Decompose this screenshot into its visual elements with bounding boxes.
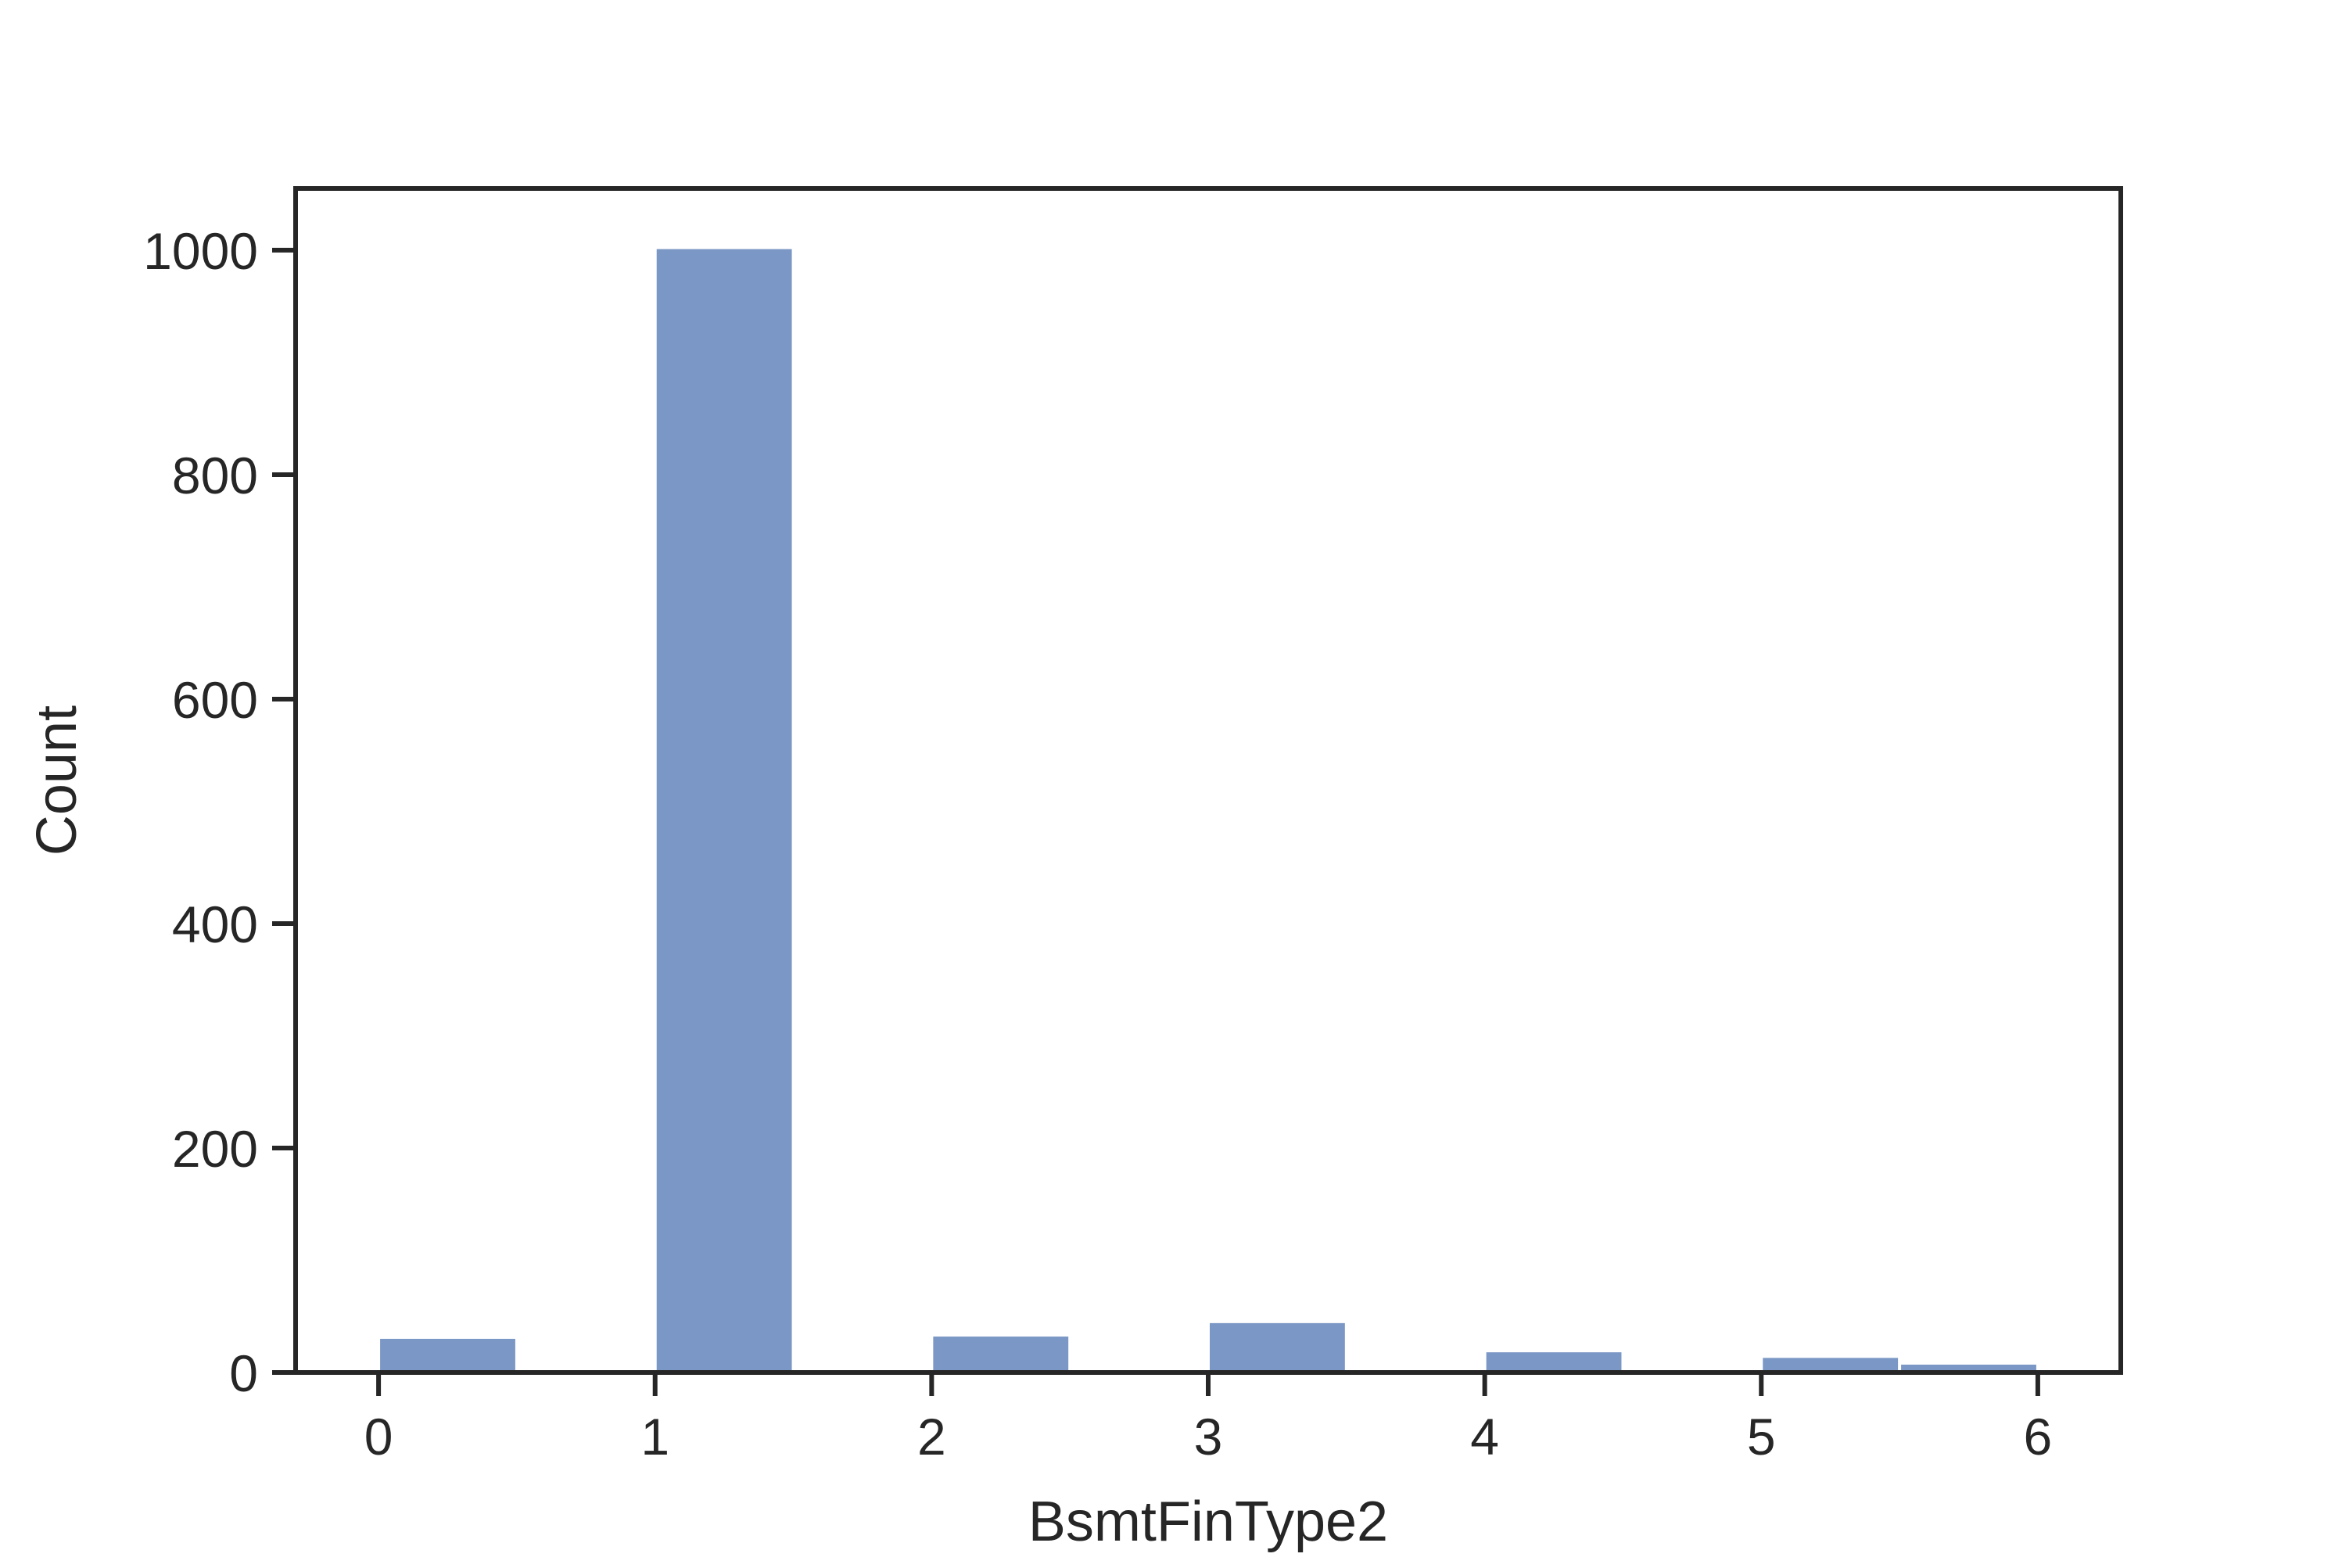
histogram-bar-6 xyxy=(1901,1364,2036,1372)
histogram-bar-3 xyxy=(1210,1322,1345,1372)
x-tick-label: 4 xyxy=(1470,1408,1499,1466)
x-tick-label: 6 xyxy=(2024,1408,2053,1466)
x-axis-label: BsmtFinType2 xyxy=(1028,1491,1388,1553)
y-tick-label: 600 xyxy=(172,671,258,729)
x-tick-label: 5 xyxy=(1747,1408,1776,1466)
x-tick-label: 3 xyxy=(1194,1408,1223,1466)
y-tick-label: 1000 xyxy=(143,222,258,280)
y-tick-label: 0 xyxy=(229,1344,258,1402)
x-tick-label: 2 xyxy=(917,1408,946,1466)
plot-frame xyxy=(293,186,2123,1375)
bars-layer xyxy=(380,249,2036,1372)
histogram-bar-1 xyxy=(656,249,792,1372)
y-tick-label: 400 xyxy=(172,895,258,953)
y-tick-label: 200 xyxy=(172,1120,258,1178)
histogram-bar-5 xyxy=(1763,1358,1899,1372)
histogram-bar-2 xyxy=(933,1337,1069,1372)
y-tick-label: 800 xyxy=(172,447,258,504)
histogram-bar-0 xyxy=(380,1338,515,1372)
histogram-bar-4 xyxy=(1486,1352,1622,1372)
y-axis-label: Count xyxy=(26,705,88,856)
x-tick-label: 0 xyxy=(364,1408,393,1466)
x-tick-label: 1 xyxy=(640,1408,669,1466)
ticks-layer: 0 1 2 3 4 5 6 0 200 400 600 800 1000 xyxy=(143,222,2052,1466)
